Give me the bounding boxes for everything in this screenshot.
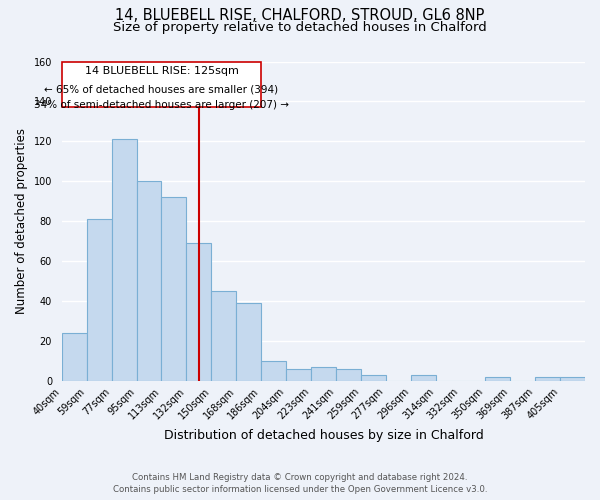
Bar (211, 292, 236, 382)
Bar (410, 376, 436, 382)
Bar (161, 198, 187, 382)
Bar (261, 362, 286, 382)
Bar (311, 368, 336, 382)
Bar (560, 378, 585, 382)
Text: 14, BLUEBELL RISE, CHALFORD, STROUD, GL6 8NP: 14, BLUEBELL RISE, CHALFORD, STROUD, GL6… (115, 8, 485, 22)
X-axis label: Distribution of detached houses by size in Chalford: Distribution of detached houses by size … (164, 430, 483, 442)
Text: Size of property relative to detached houses in Chalford: Size of property relative to detached ho… (113, 21, 487, 34)
Text: 34% of semi-detached houses are larger (207) →: 34% of semi-detached houses are larger (… (34, 100, 289, 110)
Text: Contains HM Land Registry data © Crown copyright and database right 2024.: Contains HM Land Registry data © Crown c… (132, 474, 468, 482)
Bar (286, 370, 311, 382)
Bar (485, 378, 510, 382)
Bar (137, 182, 161, 382)
Text: ← 65% of detached houses are smaller (394): ← 65% of detached houses are smaller (39… (44, 84, 278, 94)
Bar (62, 334, 86, 382)
Bar (236, 304, 261, 382)
Bar (112, 140, 137, 382)
Bar (535, 378, 560, 382)
Bar (361, 376, 386, 382)
Bar (336, 370, 361, 382)
Text: Contains public sector information licensed under the Open Government Licence v3: Contains public sector information licen… (113, 485, 487, 494)
Bar (187, 244, 211, 382)
Bar (86, 220, 112, 382)
Y-axis label: Number of detached properties: Number of detached properties (15, 128, 28, 314)
Text: 14 BLUEBELL RISE: 125sqm: 14 BLUEBELL RISE: 125sqm (85, 66, 238, 76)
